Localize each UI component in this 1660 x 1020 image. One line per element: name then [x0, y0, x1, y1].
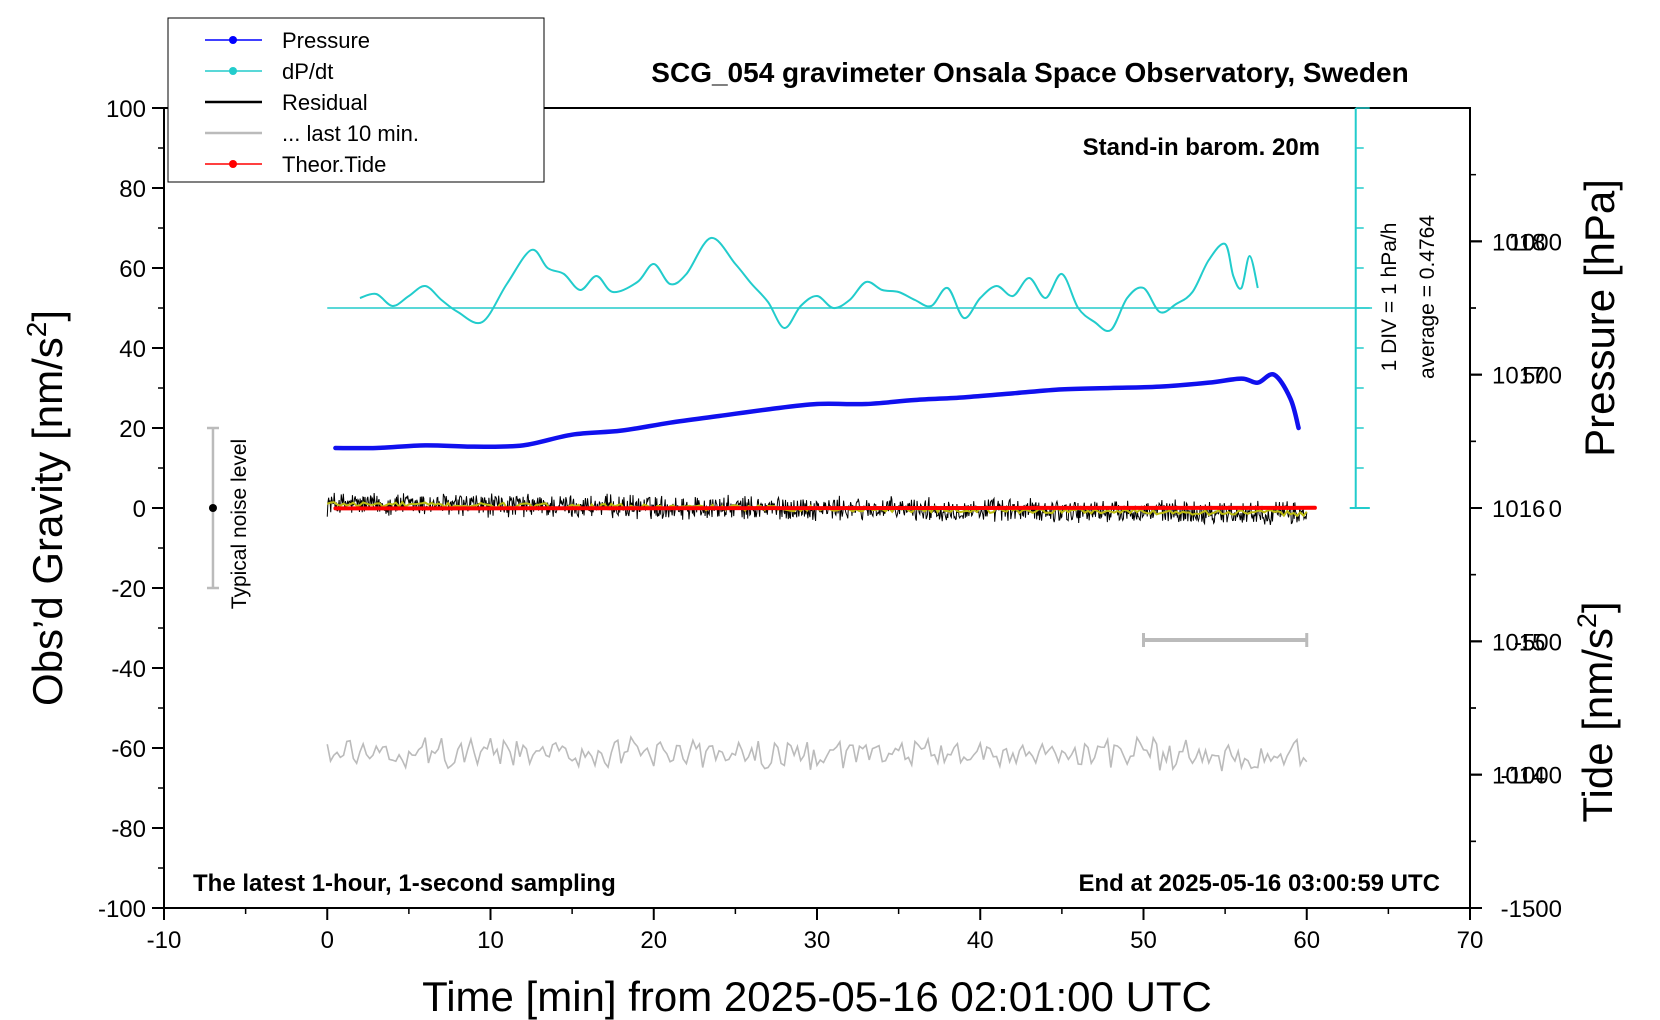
- legend-label: Residual: [282, 90, 368, 115]
- bottom-left-note: The latest 1-hour, 1-second sampling: [193, 870, 616, 897]
- x-axis-title: Time [min] from 2025-05-16 02:01:00 UTC: [422, 973, 1212, 1020]
- noise-bar-center-dot: [208, 504, 217, 512]
- y-axis-left-title-close: ]: [24, 310, 71, 322]
- pressure-tick-label: 1018: [1492, 229, 1545, 256]
- bottom-right-note: End at 2025-05-16 03:00:59 UTC: [1079, 870, 1441, 897]
- legend-swatch-dot: [229, 36, 237, 44]
- x-tick-label: 60: [1293, 927, 1320, 954]
- tide-tick-label: 1000: [1509, 229, 1562, 256]
- last-10min-series-line: [326, 734, 1308, 772]
- legend-label: ... last 10 min.: [282, 121, 419, 146]
- y-tick-label: -60: [111, 736, 146, 763]
- y-tick-label: 100: [106, 96, 146, 123]
- x-tick-label: 30: [804, 927, 831, 954]
- x-tick-label: 10: [477, 927, 504, 954]
- last-10min-bar: [1142, 633, 1309, 647]
- pressure-tick-label: 1016: [1492, 496, 1545, 523]
- x-tick-label: 70: [1457, 927, 1484, 954]
- legend: Pressure dP/dt Residual ... last 10 min. The…: [167, 17, 545, 183]
- tide-series-line: [333, 505, 1317, 511]
- legend-swatch-dot: [229, 160, 237, 168]
- noise-label: Typical noise level: [228, 439, 251, 609]
- x-tick-label: 40: [967, 927, 994, 954]
- legend-box: [167, 17, 545, 183]
- tide-axis-title-sup: 2: [1572, 613, 1602, 628]
- legend-label: Theor.Tide: [282, 152, 386, 177]
- y-tick-label: 20: [119, 416, 146, 443]
- tide-tick-label: 0: [1549, 496, 1562, 523]
- y-tick-label: 80: [119, 176, 146, 203]
- tide-axis-title-main: Tide [nm/s: [1574, 628, 1621, 823]
- dpdt-average-label: average = 0.4764: [1416, 215, 1439, 379]
- x-tick-label: 50: [1130, 927, 1157, 954]
- x-axis-ticks: -10 0 10 20 30 40 50 60 70: [147, 908, 1484, 954]
- series-group: [326, 237, 1373, 772]
- pressure-tick-label: 1014: [1492, 763, 1545, 790]
- tide-axis-ticks: 1000 500 0 -500 -1000 -1500: [1470, 229, 1562, 923]
- pressure-tick-label: 1015: [1492, 629, 1545, 656]
- barometer-note: Stand-in barom. 20m: [1083, 134, 1320, 161]
- noise-bar: [206, 426, 219, 590]
- tide-tick-label: -1500: [1501, 896, 1562, 923]
- y-tick-label: 60: [119, 256, 146, 283]
- dpdt-series-line: [359, 237, 1259, 332]
- dpdt-scale-label: 1 DIV = 1 hPa/h: [1378, 223, 1401, 372]
- y-tick-label: -20: [111, 576, 146, 603]
- pressure-tick-label: 1017: [1492, 363, 1545, 390]
- chart-title: SCG_054 gravimeter Onsala Space Observat…: [651, 57, 1408, 88]
- y-axis-left-title-main: Obs’d Gravity [nm/s: [24, 337, 71, 706]
- y-tick-label: -80: [111, 816, 146, 843]
- legend-swatch-dot: [229, 67, 237, 75]
- x-tick-label: 0: [321, 927, 334, 954]
- y-tick-label: -100: [98, 896, 146, 923]
- residual-series-line: [326, 492, 1308, 526]
- y-axis-left-ticks: 100 80 60 40 20 0 -20 -40 -60 -80 -100: [98, 96, 164, 923]
- x-tick-label: -10: [147, 927, 182, 954]
- pressure-axis-title: Pressure [hPa]: [1576, 179, 1623, 457]
- y-tick-label: 40: [119, 336, 146, 363]
- tide-axis-title-close: ]: [1574, 601, 1621, 613]
- x-tick-label: 20: [640, 927, 667, 954]
- pressure-axis-ticks: 1018 1017 1016 1015 1014: [1470, 173, 1545, 843]
- pressure-series-line: [333, 372, 1301, 451]
- tide-axis-title: Tide [nm/s2]: [1572, 601, 1621, 822]
- legend-entries: Pressure dP/dt Residual ... last 10 min. The…: [205, 28, 419, 177]
- y-axis-left-title-sup: 2: [21, 322, 52, 338]
- legend-label: Pressure: [282, 28, 370, 53]
- tide-tick-label: -500: [1514, 629, 1562, 656]
- y-tick-label: 0: [133, 496, 146, 523]
- legend-label: dP/dt: [282, 59, 333, 84]
- tide-tick-label: -1000: [1501, 763, 1562, 790]
- tide-tick-label: 500: [1522, 363, 1562, 390]
- y-tick-label: -40: [111, 656, 146, 683]
- y-axis-left-title: Obs’d Gravity [nm/s2]: [21, 310, 71, 706]
